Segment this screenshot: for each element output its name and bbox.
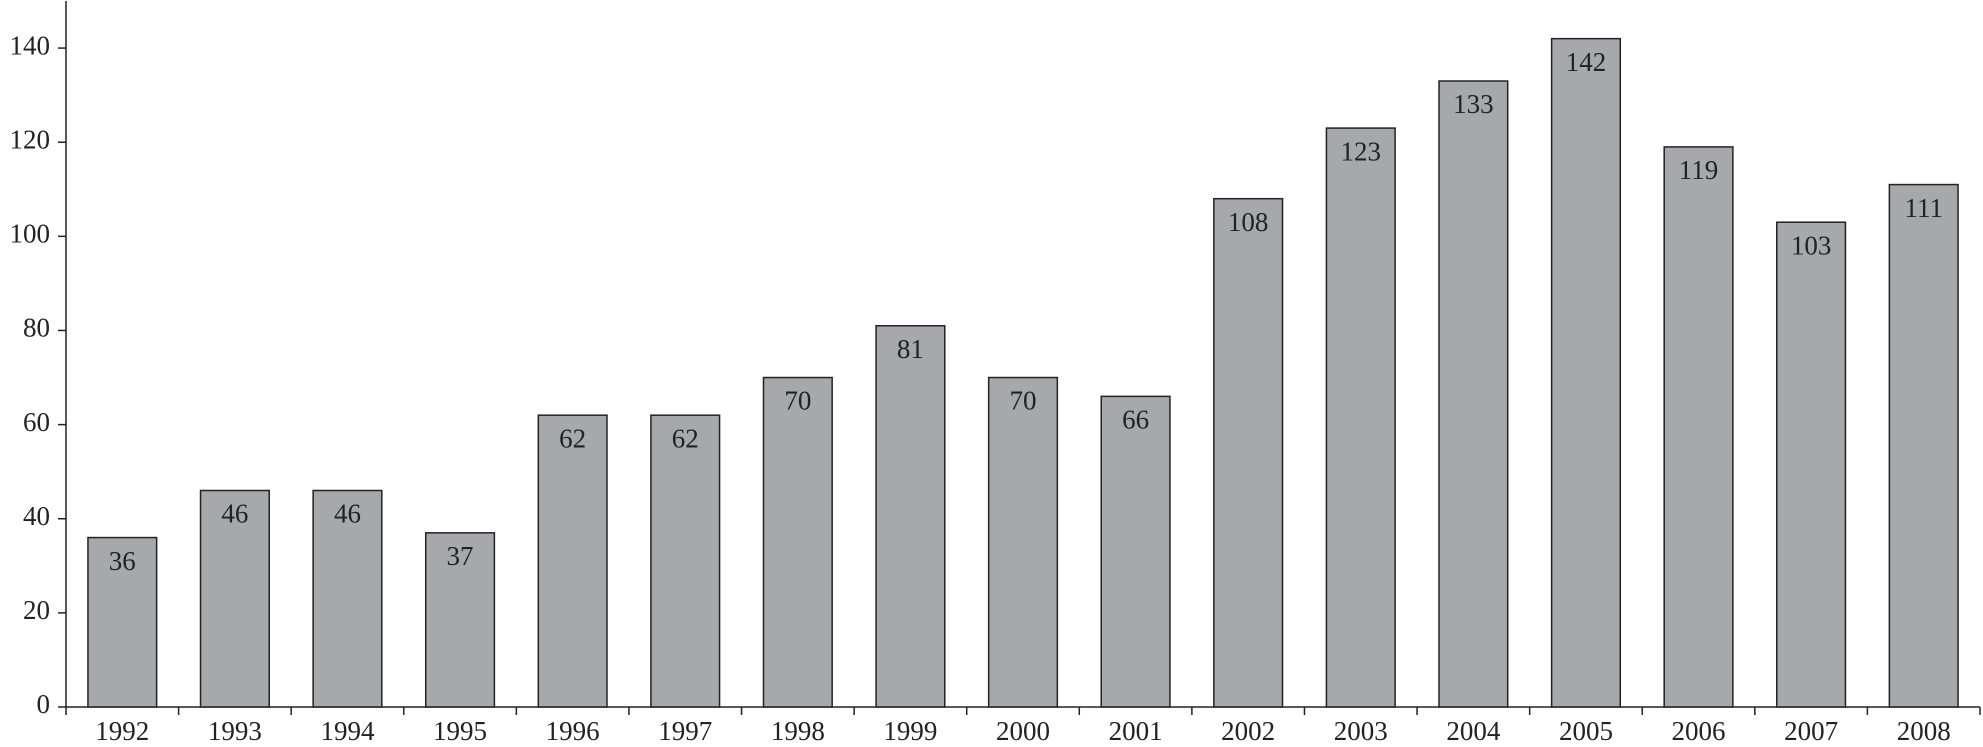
bar: [1663, 146, 1734, 708]
bar: [1100, 395, 1171, 708]
bar: [312, 489, 383, 708]
value-label: 81: [897, 334, 924, 364]
value-label: 70: [1010, 386, 1037, 416]
value-label: 37: [447, 541, 474, 571]
bar: [199, 489, 270, 708]
bar: [1213, 197, 1284, 708]
x-tick-label: 2004: [1446, 716, 1501, 746]
value-label: 70: [784, 386, 811, 416]
value-label: 111: [1904, 193, 1943, 223]
x-tick-label: 1999: [883, 716, 937, 746]
value-label: 46: [221, 499, 248, 529]
y-tick-label: 60: [23, 407, 50, 437]
value-label: 62: [672, 423, 699, 453]
bar: [87, 536, 158, 708]
y-tick-label: 40: [23, 501, 50, 531]
y-tick-label: 80: [23, 313, 50, 343]
y-tick-label: 140: [10, 30, 51, 60]
x-tick-label: 2008: [1897, 716, 1951, 746]
bar: [1325, 127, 1396, 708]
x-tick-label: 2000: [996, 716, 1050, 746]
value-label: 108: [1228, 207, 1269, 237]
x-tick-label: 2003: [1334, 716, 1388, 746]
bar: [1776, 221, 1847, 708]
value-label: 103: [1791, 230, 1832, 260]
x-tick-label: 1992: [95, 716, 149, 746]
y-tick-label: 120: [10, 124, 51, 154]
x-tick-label: 2005: [1559, 716, 1613, 746]
bar: [762, 376, 833, 708]
value-label: 123: [1341, 136, 1382, 166]
bar: [1550, 37, 1622, 708]
x-tick-label: 1994: [320, 716, 375, 746]
bar: [875, 325, 946, 708]
value-label: 62: [559, 423, 586, 453]
bar: [537, 414, 608, 708]
x-tick-label: 1995: [433, 716, 487, 746]
value-label: 36: [109, 546, 136, 576]
x-tick-label: 2002: [1221, 716, 1275, 746]
value-label: 46: [334, 499, 361, 529]
bar: [987, 376, 1059, 708]
bar: [650, 414, 721, 708]
x-tick-label: 2001: [1109, 716, 1163, 746]
y-tick-label: 20: [23, 595, 50, 625]
value-label: 142: [1566, 47, 1607, 77]
bar: [1888, 183, 1959, 708]
x-tick-label: 2006: [1672, 716, 1726, 746]
value-label: 119: [1679, 155, 1719, 185]
bar: [1438, 80, 1509, 708]
x-tick-label: 1996: [546, 716, 600, 746]
bar: [424, 532, 496, 708]
x-tick-label: 1998: [771, 716, 825, 746]
value-label: 133: [1453, 89, 1494, 119]
y-tick-label: 0: [37, 689, 51, 719]
x-tick-label: 1997: [658, 716, 712, 746]
y-tick-label: 100: [10, 219, 51, 249]
value-label: 66: [1122, 405, 1149, 435]
x-tick-label: 2007: [1784, 716, 1838, 746]
x-tick-label: 1993: [208, 716, 262, 746]
